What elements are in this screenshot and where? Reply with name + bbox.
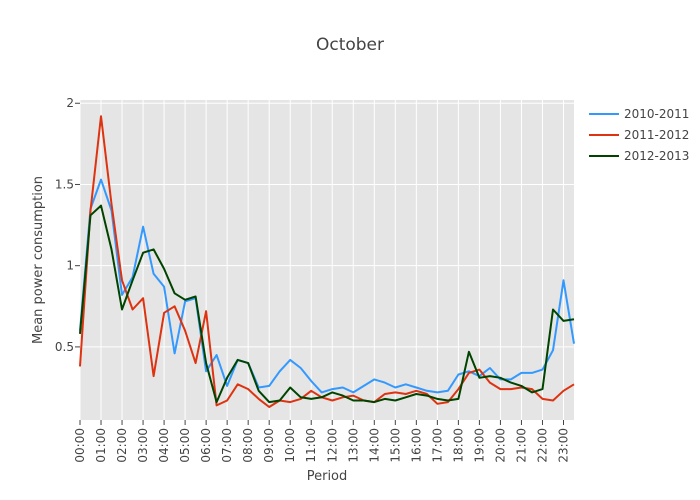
x-tick-label: 22:00 [535, 428, 549, 463]
x-tick-label: 19:00 [472, 428, 486, 463]
x-tick-label: 17:00 [430, 428, 444, 463]
x-tick-label: 09:00 [262, 428, 276, 463]
series-line-2011-2012 [79, 115, 575, 408]
x-tick-label: 02:00 [115, 428, 129, 463]
plot-area [80, 100, 574, 420]
x-tick-label: 13:00 [346, 428, 360, 463]
x-tick-label: 05:00 [178, 428, 192, 463]
series-line-2010-2011 [79, 178, 575, 394]
y-tick-label: 1.5 [55, 177, 74, 191]
x-tick-label: 04:00 [157, 428, 171, 463]
chart-title: October [316, 35, 384, 55]
x-tick-label: 12:00 [325, 428, 339, 463]
x-tick-label: 10:00 [283, 428, 297, 463]
legend-label: 2010-2011 [624, 107, 689, 121]
y-axis-ticks: 0.5 1 1.5 2 [55, 96, 80, 354]
series-line-2012-2013 [79, 204, 575, 404]
x-tick-label: 18:00 [451, 428, 465, 463]
x-tick-label: 07:00 [220, 428, 234, 463]
x-tick-label: 11:00 [304, 428, 318, 463]
x-axis-ticks: 00:00 01:00 02:00 03:00 04:00 05:00 06:00 07:00… [73, 420, 570, 463]
y-tick-label: 1 [66, 259, 74, 273]
x-tick-label: 16:00 [409, 428, 423, 463]
y-tick-label: 2 [66, 96, 74, 110]
x-tick-label: 20:00 [493, 428, 507, 463]
x-tick-label: 14:00 [367, 428, 381, 463]
x-tick-label: 01:00 [94, 428, 108, 463]
x-tick-label: 08:00 [241, 428, 255, 463]
legend-label: 2011-2012 [624, 128, 689, 142]
x-tick-label: 15:00 [388, 428, 402, 463]
legend-label: 2012-2013 [624, 149, 689, 163]
x-tick-label: 21:00 [514, 428, 528, 463]
series-lines [79, 115, 575, 408]
y-axis-title: Mean power consumption [31, 176, 46, 344]
x-tick-label: 06:00 [199, 428, 213, 463]
x-tick-label: 23:00 [556, 428, 570, 463]
legend: 2010-2011 2011-2012 2012-2013 [589, 107, 689, 163]
x-axis-title: Period [307, 469, 348, 484]
y-tick-label: 0.5 [55, 340, 74, 354]
x-tick-label: 03:00 [136, 428, 150, 463]
x-tick-label: 00:00 [73, 428, 87, 463]
